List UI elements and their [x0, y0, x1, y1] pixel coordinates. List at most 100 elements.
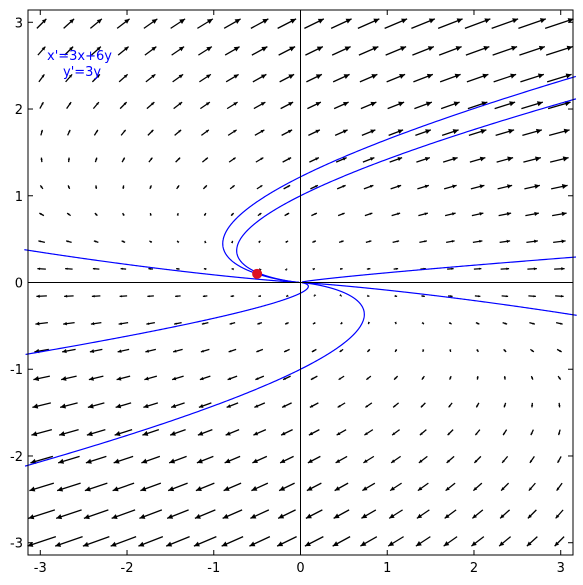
- vector-arrow: [468, 129, 487, 136]
- vector-arrow: [120, 129, 127, 136]
- vector-arrow: [82, 536, 110, 547]
- arrow-head: [123, 102, 127, 106]
- arrow-head: [472, 514, 477, 519]
- arrow-head: [224, 458, 231, 464]
- arrow-head: [258, 294, 261, 297]
- vector-arrow: [449, 349, 452, 353]
- arrow-head: [450, 295, 453, 298]
- arrow-head: [255, 377, 259, 380]
- vector-arrow: [147, 295, 154, 298]
- arrow-head: [370, 157, 375, 161]
- arrow-head: [394, 321, 397, 325]
- arrow-head: [172, 376, 177, 381]
- arrow-head: [68, 129, 71, 133]
- arrow-head: [561, 211, 567, 217]
- arrow-head: [232, 185, 235, 188]
- arrow-head: [334, 486, 341, 491]
- vector-arrow: [195, 482, 215, 492]
- vector-arrow: [227, 129, 237, 136]
- arrow-head: [284, 268, 288, 271]
- vector-arrow: [498, 212, 512, 217]
- arrow-head: [505, 295, 509, 298]
- arrow-head: [452, 184, 457, 189]
- vector-arrow: [415, 536, 431, 547]
- vector-arrow: [388, 509, 403, 519]
- arrow-head: [124, 18, 130, 24]
- vector-arrow: [553, 239, 566, 244]
- vector-arrow: [332, 536, 351, 547]
- vector-arrow: [394, 321, 397, 325]
- arrow-head: [150, 157, 153, 161]
- vector-arrow: [285, 240, 289, 243]
- vector-arrow: [280, 429, 293, 436]
- arrow-head: [533, 267, 537, 271]
- vector-arrow: [469, 156, 486, 163]
- vector-arrow: [87, 402, 105, 409]
- vector-arrow: [91, 73, 101, 83]
- vector-arrow: [277, 509, 296, 519]
- vector-arrow: [63, 321, 75, 326]
- vector-arrow: [385, 46, 407, 56]
- vector-arrow: [120, 267, 127, 270]
- vector-arrow: [284, 212, 290, 217]
- arrow-head: [342, 129, 348, 134]
- arrow-head: [38, 240, 41, 243]
- arrow-head: [145, 349, 150, 353]
- arrow-head: [499, 541, 505, 547]
- vector-arrow: [226, 402, 239, 408]
- arrow-head: [68, 102, 72, 105]
- arrow-head: [205, 102, 210, 106]
- arrow-head: [68, 74, 73, 78]
- vector-arrow: [282, 375, 291, 381]
- arrow-head: [140, 486, 147, 492]
- vector-arrow: [93, 240, 99, 243]
- arrow-head: [315, 157, 319, 161]
- arrow-head: [397, 157, 403, 161]
- arrow-head: [529, 460, 533, 463]
- arrow-head: [234, 18, 241, 24]
- x-tick-label: 2: [470, 561, 478, 576]
- vector-arrow: [530, 429, 534, 436]
- vector-arrow: [199, 73, 212, 83]
- vector-arrow: [389, 157, 403, 163]
- arrow-head: [317, 18, 324, 24]
- arrow-head: [559, 349, 562, 352]
- arrow-head: [335, 459, 341, 463]
- arrow-head: [398, 101, 405, 107]
- arrow-head: [344, 46, 351, 52]
- vector-arrow: [31, 429, 53, 437]
- vector-arrow: [363, 455, 375, 464]
- vector-arrow: [554, 536, 565, 547]
- vector-arrow: [60, 375, 77, 381]
- arrow-head: [289, 46, 296, 52]
- arrow-head: [256, 350, 259, 353]
- arrow-head: [451, 240, 455, 243]
- vector-arrow: [448, 402, 453, 408]
- arrow-head: [315, 74, 322, 80]
- vector-arrow: [388, 129, 404, 136]
- arrow-head: [178, 74, 184, 79]
- vector-arrow: [339, 294, 343, 297]
- vector-arrow: [526, 239, 538, 244]
- vector-arrow: [472, 239, 483, 244]
- arrow-head: [454, 73, 461, 79]
- vector-arrow: [476, 376, 479, 380]
- axis-tick-labels: -3 -2 -1 0 1 2 3 -3 -2 -1 0 1 2 3: [10, 16, 565, 576]
- vector-arrow: [252, 455, 268, 464]
- arrow-head: [32, 403, 39, 409]
- vector-arrow: [366, 294, 370, 297]
- arrow-head: [168, 486, 175, 492]
- vector-arrow: [529, 456, 535, 464]
- arrow-head: [369, 185, 374, 188]
- y-tick-label: -2: [10, 450, 23, 465]
- vector-arrow: [167, 482, 188, 492]
- arrow-head: [66, 240, 69, 243]
- arrow-head: [428, 18, 435, 24]
- arrow-head: [82, 541, 89, 547]
- vector-arrow: [176, 212, 179, 216]
- arrow-head: [449, 322, 452, 325]
- arrow-head: [306, 486, 313, 491]
- arrow-head: [138, 541, 145, 547]
- vector-arrow: [499, 239, 511, 244]
- vector-arrow: [199, 375, 211, 381]
